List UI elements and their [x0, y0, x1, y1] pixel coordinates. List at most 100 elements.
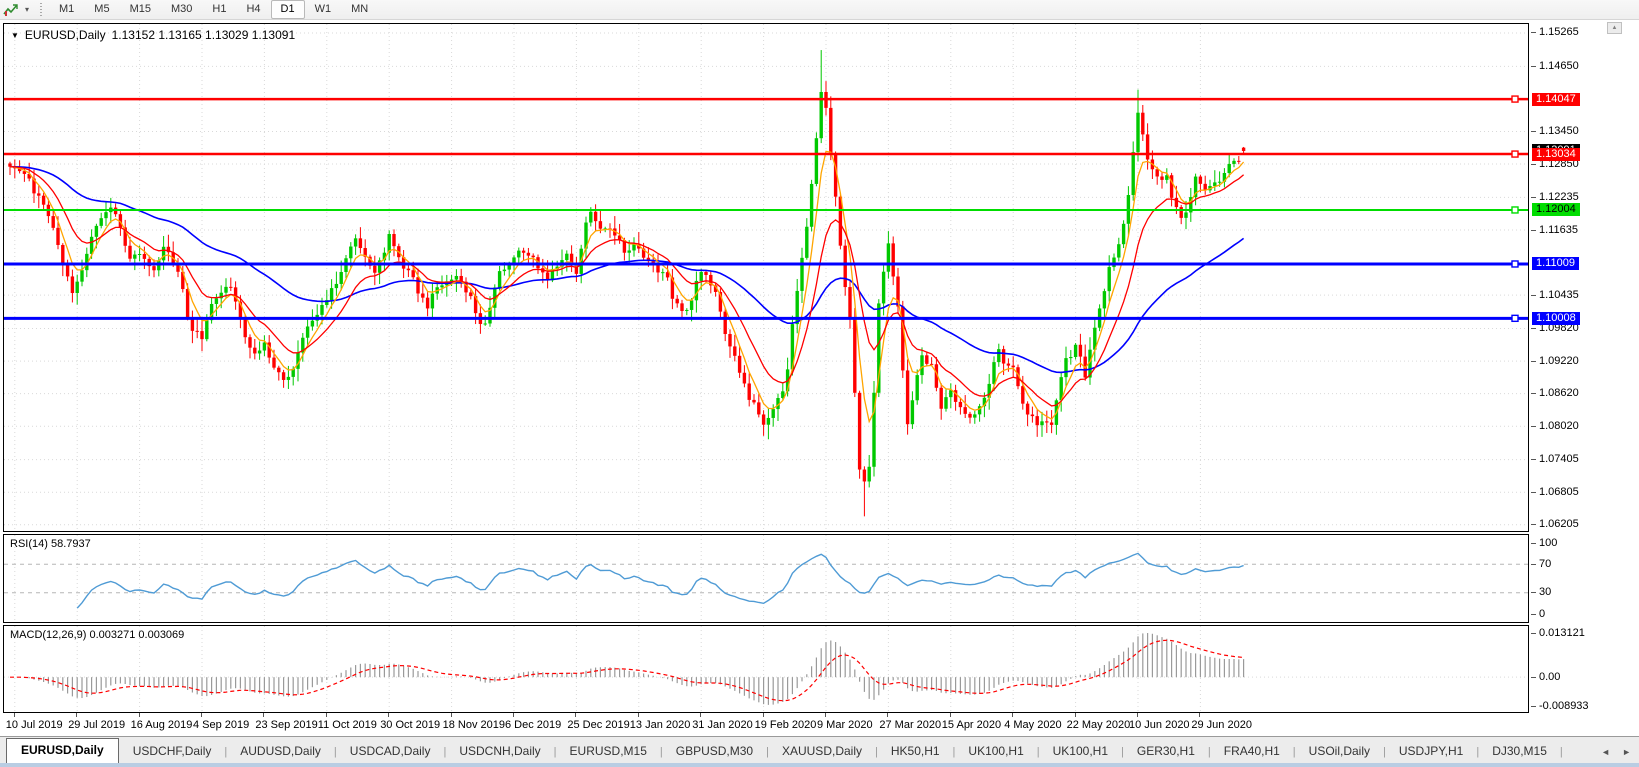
timeframe-button-m5[interactable]: M5: [94, 3, 110, 15]
candle-body: [267, 342, 271, 358]
candle-body: [910, 400, 915, 425]
candle-body: [75, 281, 79, 294]
candle-body: [685, 309, 689, 311]
tab-separator-icon: |: [443, 746, 447, 758]
candle-body: [296, 352, 300, 369]
candle-body: [368, 256, 372, 266]
candle-body: [589, 211, 593, 223]
price-axis-tick: [1531, 328, 1536, 330]
chart-tab[interactable]: USDJPY,H1: [1398, 744, 1464, 758]
candle-body: [214, 298, 219, 304]
timeframe-button-m1[interactable]: M1: [59, 3, 75, 15]
time-axis-label: 11 Oct 2019: [317, 719, 377, 731]
price-axis-label: 1.12235: [1539, 190, 1579, 203]
time-axis[interactable]: 10 Jul 2019 29 Jul 2019 16 Aug 2019 4 Sep 2…: [3, 713, 1529, 736]
candle-body: [464, 281, 468, 293]
chart-tab[interactable]: UK100,H1: [968, 744, 1024, 758]
candle-body: [142, 253, 147, 259]
tab-separator-icon: |: [333, 746, 337, 758]
toolbar-separator: [38, 2, 43, 17]
candle-body: [1088, 349, 1092, 378]
candle-body: [118, 214, 123, 228]
candle-body: [416, 277, 420, 294]
scroll-up-icon[interactable]: ▲: [1607, 22, 1622, 34]
timeframe-button-h1[interactable]: H1: [212, 3, 227, 15]
price-axis-tick: [1531, 425, 1536, 427]
candle-body: [1040, 421, 1044, 426]
chart-tab[interactable]: XAUUSD,Daily: [781, 744, 862, 758]
chart-tab[interactable]: USDCHF,Daily: [132, 744, 212, 758]
candle-body: [1203, 183, 1207, 191]
timeframe-button-m30[interactable]: M30: [170, 3, 193, 15]
timeframe-button-m15[interactable]: M15: [129, 3, 151, 15]
candle-body: [565, 253, 569, 261]
timeframe-button-w1[interactable]: W1: [314, 3, 332, 15]
candlestick-canvas[interactable]: [4, 24, 1528, 531]
candle-body: [1064, 358, 1068, 378]
chart-tab-bar: EURUSD,Daily USDCHF,Daily | AUDUSD,Daily | US…: [0, 736, 1639, 763]
candle-body: [22, 171, 27, 174]
rsi-panel[interactable]: RSI(14) 58.7937: [3, 534, 1529, 623]
chart-tab[interactable]: GBPUSD,M30: [675, 744, 754, 758]
price-axis-tick: [1531, 459, 1536, 461]
macd-canvas[interactable]: [4, 626, 1528, 712]
chart-tab[interactable]: AUDUSD,Daily: [240, 744, 321, 758]
chart-tab[interactable]: USDCNH,Daily: [459, 744, 541, 758]
candle-body: [1112, 257, 1116, 268]
timeframe-button-mn[interactable]: MN: [351, 3, 369, 15]
chart-tab[interactable]: USDCAD,Daily: [349, 744, 431, 758]
chart-tab[interactable]: DJ30,M15: [1492, 744, 1547, 758]
chart-tab[interactable]: FRA40,H1: [1223, 744, 1280, 758]
symbol-dropdown-icon[interactable]: ▼: [11, 30, 19, 40]
chart-tab[interactable]: EURUSD,Daily: [6, 738, 119, 763]
candle-body: [829, 107, 833, 154]
rsi-axis-tick: [1531, 563, 1536, 565]
tab-scroll-right-icon[interactable]: ►: [1622, 747, 1631, 757]
candle-body: [637, 244, 641, 249]
time-axis-label: 18 Nov 2019: [442, 719, 505, 731]
candle-body: [243, 317, 247, 338]
candle-body: [1045, 421, 1049, 423]
chart-tab[interactable]: UK100,H1: [1052, 744, 1109, 758]
time-axis-label: 23 Sep 2019: [255, 719, 318, 731]
time-axis-tick: [1012, 713, 1014, 717]
candle-body: [896, 276, 900, 307]
chart-tab[interactable]: GER30,H1: [1136, 744, 1195, 758]
chart-tab[interactable]: HK50,H1: [890, 744, 940, 758]
candle-body: [833, 153, 838, 197]
indicators-icon[interactable]: [2, 2, 20, 18]
tab-scroll-left-icon[interactable]: ◄: [1601, 747, 1611, 757]
chart-tab[interactable]: EURUSD,M15: [569, 744, 647, 758]
candle-body: [406, 268, 411, 271]
timeframe-button-h4[interactable]: H4: [246, 3, 261, 15]
candle-body: [545, 272, 550, 281]
candle-body: [166, 246, 171, 253]
candle-body: [632, 244, 636, 251]
tab-separator-icon: |: [553, 746, 557, 758]
candle-body: [512, 257, 516, 264]
price-axis-tick: [1531, 130, 1536, 132]
candle-body: [421, 293, 425, 298]
candle-body: [1117, 244, 1121, 258]
macd-panel[interactable]: MACD(12,26,9) 0.003271 0.003069: [3, 625, 1529, 713]
time-axis-tick: [201, 713, 202, 717]
timeframe-button-d1[interactable]: D1: [270, 0, 305, 19]
candle-body: [161, 246, 166, 261]
chart-tab[interactable]: USOil,Daily: [1308, 744, 1370, 758]
main-chart-panel[interactable]: ▼ EURUSD,Daily 1.13152 1.13165 1.13029 1…: [3, 23, 1529, 532]
candle-body: [661, 272, 665, 274]
price-axis-tick: [1531, 229, 1536, 231]
time-axis-tick: [388, 713, 390, 717]
rsi-canvas[interactable]: [4, 535, 1528, 622]
candle-body: [190, 317, 195, 331]
tab-separator-icon: |: [1476, 746, 1480, 758]
candle-body: [411, 270, 415, 278]
price-axis[interactable]: ▲ 1.15265 1.14650 1.13450 1.12850 1.12235 1.1…: [1531, 20, 1639, 736]
candle-body: [881, 271, 886, 304]
candle-body: [694, 280, 699, 301]
indicators-dropdown-icon[interactable]: ▾: [24, 5, 29, 14]
candle-body: [1217, 181, 1222, 183]
tab-separator-icon: |: [1036, 746, 1040, 758]
candle-body: [310, 320, 315, 327]
candle-body: [723, 311, 727, 335]
